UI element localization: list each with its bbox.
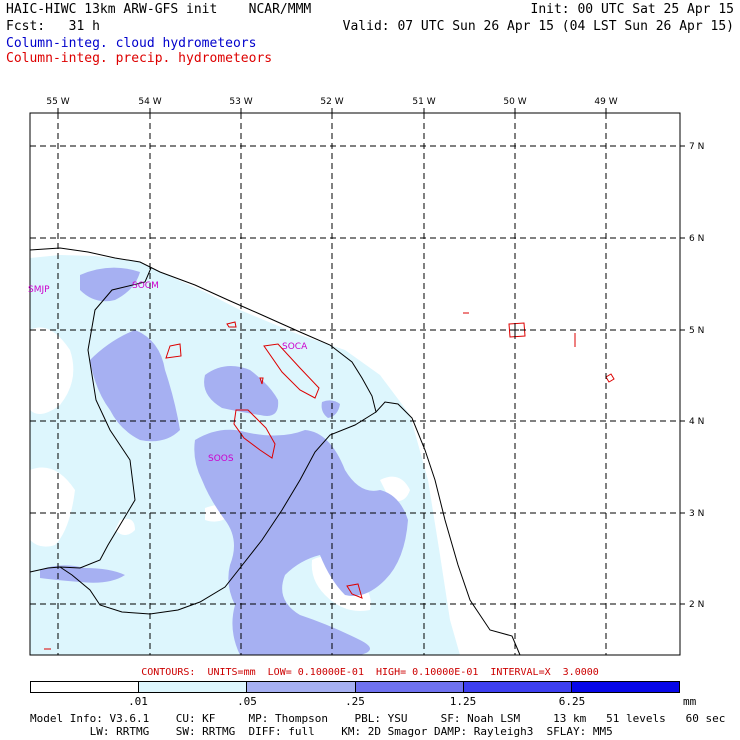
contour-info: CONTOURS: UNITS=mm LOW= 0.10000E-01 HIGH… <box>141 667 599 678</box>
colorbar-label: 1.25 <box>449 695 477 708</box>
lon-label: 51 W <box>412 97 435 107</box>
cloud-gap <box>30 327 74 414</box>
colorbar-bin <box>139 682 248 692</box>
map-frame <box>29 112 681 656</box>
valid-time: Valid: 07 UTC Sun 26 Apr 15 (04 LST Sun … <box>342 19 734 34</box>
forecast-hour: Fcst: 31 h <box>6 19 100 34</box>
station-label: SOOS <box>208 454 234 464</box>
lon-label: 55 W <box>46 97 69 107</box>
colorbar-label: .05 <box>237 695 257 708</box>
cloud-gap <box>380 476 410 502</box>
colorbar-bin <box>31 682 140 692</box>
colorbar-bin <box>355 682 464 692</box>
cloud-field-moderate <box>321 400 340 418</box>
border-line <box>29 267 152 573</box>
forecast-map: 55 W 54 W 53 W 52 W 51 W 50 W 49 W 7 N 6… <box>28 97 704 656</box>
header-title: HAIC-HIWC 13km ARW-GFS init NCAR/MMM <box>6 2 312 17</box>
colorbar-label: .25 <box>345 695 365 708</box>
lat-label: 4 N <box>689 417 704 427</box>
cloud-gap <box>30 467 75 547</box>
lat-label: 7 N <box>689 142 704 152</box>
lon-label: 53 W <box>229 97 252 107</box>
precip-contour <box>508 322 526 338</box>
colorbar-bin <box>463 682 572 692</box>
graticule <box>30 113 680 655</box>
precip-contour <box>165 343 182 359</box>
init-time: Init: 00 UTC Sat 25 Apr 15 <box>530 2 735 17</box>
colorbar-label: .01 <box>128 695 148 708</box>
colorbar-label: 6.25 <box>558 695 586 708</box>
station-label: SOCA <box>282 342 308 352</box>
precip-contour <box>605 373 615 383</box>
station-label: SOCM <box>132 281 159 291</box>
precip-contour <box>233 409 276 459</box>
legend-cloud-hydrometeors: Column-integ. cloud hydrometeors <box>6 36 257 51</box>
colorbar-bin <box>247 682 356 692</box>
model-info-line1: Model Info: V3.6.1 CU: KF MP: Thompson P… <box>30 712 726 725</box>
precip-contour <box>263 343 320 399</box>
lat-label: 3 N <box>689 509 704 519</box>
lon-label: 52 W <box>320 97 343 107</box>
border-line <box>59 411 377 615</box>
station-label: SMJP <box>28 285 50 295</box>
precip-contour <box>259 377 264 385</box>
model-info-line2: LW: RRTMG SW: RRTMG DIFF: full KM: 2D Sm… <box>30 725 613 738</box>
legend-precip-hydrometeors: Column-integ. precip. hydrometeors <box>6 51 273 66</box>
lon-label: 54 W <box>138 97 161 107</box>
station-marker-icon <box>512 326 519 334</box>
cloud-gap <box>115 518 135 535</box>
colorbar-bin <box>571 682 680 692</box>
lon-label: 50 W <box>503 97 526 107</box>
colorbar-units: mm <box>683 695 697 708</box>
axis-ticks <box>57 108 685 605</box>
cloud-field-moderate <box>90 330 180 442</box>
cloud-field-moderate <box>194 429 408 655</box>
precip-contour <box>226 321 237 328</box>
colorbar <box>30 681 680 693</box>
precip-contours <box>44 312 615 650</box>
lat-label: 2 N <box>689 600 704 610</box>
cloud-field-moderate <box>40 565 125 583</box>
lon-label: 49 W <box>594 97 617 107</box>
coastline <box>29 247 521 656</box>
lat-label: 6 N <box>689 234 704 244</box>
lat-label: 5 N <box>689 326 704 336</box>
precip-contour <box>346 583 363 599</box>
cloud-field-moderate <box>80 267 140 302</box>
